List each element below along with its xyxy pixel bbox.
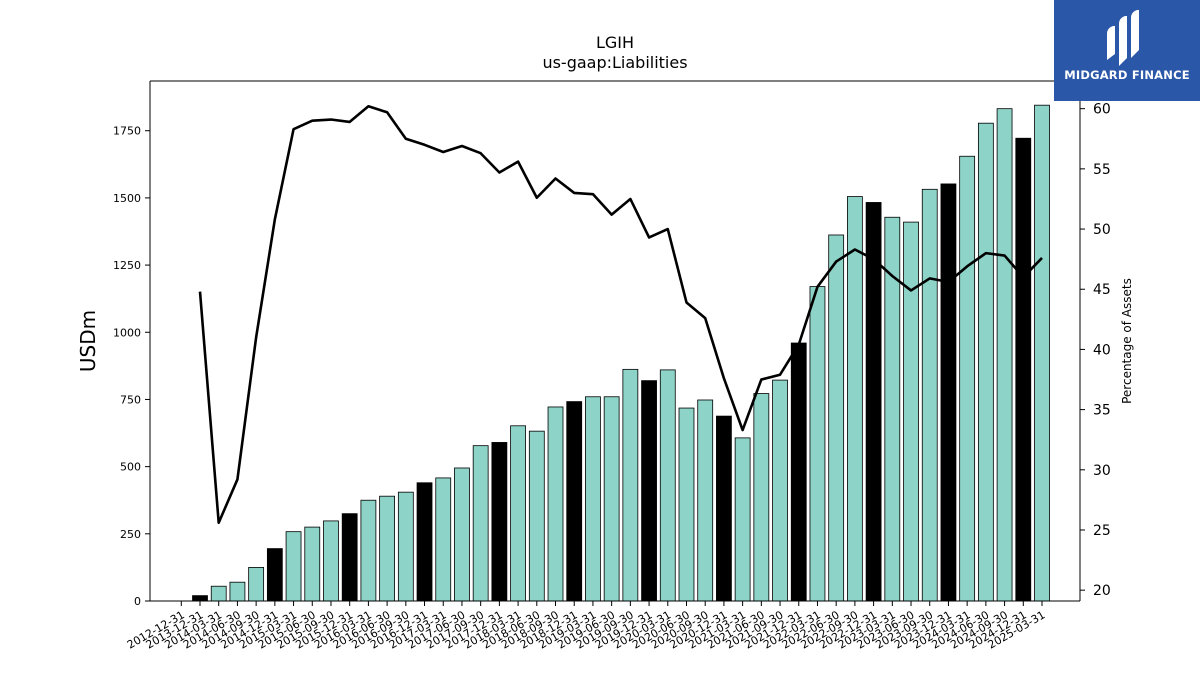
bar-2020-06-30 — [678, 407, 695, 602]
bar-2016-12-31 — [416, 482, 433, 602]
bar-2014-09-30 — [248, 567, 265, 602]
bar-2025-03-31 — [1034, 104, 1050, 602]
y2-tick-label-50: 50 — [1093, 222, 1111, 238]
y2-tick-label-30: 30 — [1093, 463, 1111, 479]
y2-tick-label-60: 60 — [1093, 102, 1111, 118]
y2-tick-label-35: 35 — [1093, 403, 1111, 419]
bar-2021-06-30 — [753, 393, 770, 602]
bar-2021-09-30 — [772, 379, 788, 602]
y2-tick-label-55: 55 — [1093, 162, 1111, 178]
y-tick-label-1000: 1000 — [113, 326, 141, 339]
y-tick-label-1750: 1750 — [113, 125, 141, 138]
bar-2019-06-30 — [603, 396, 620, 602]
bar-2019-12-31 — [641, 380, 657, 602]
bar-2021-12-31 — [790, 342, 807, 602]
bar-2023-09-30 — [921, 188, 938, 602]
y2-tick-label-45: 45 — [1093, 282, 1111, 298]
bar-2017-03-31 — [435, 477, 452, 602]
bar-2024-12-31 — [1015, 137, 1032, 602]
bar-2022-09-30 — [847, 196, 863, 602]
bar-2015-06-30 — [304, 526, 321, 602]
bar-2024-03-31 — [959, 155, 976, 602]
y-tick-label-0: 0 — [134, 595, 141, 608]
y-tick-label-500: 500 — [120, 461, 141, 474]
bar-2023-12-31 — [940, 183, 957, 602]
bar-2024-06-30 — [977, 122, 994, 602]
brand-name: MIDGARD FINANCE — [1064, 68, 1190, 82]
bar-2017-06-30 — [454, 467, 470, 602]
midgard-logo-icon — [1107, 10, 1139, 66]
bar-2015-09-30 — [323, 520, 339, 602]
y-tick-label-1250: 1250 — [113, 259, 141, 272]
y-tick-label-750: 750 — [120, 393, 141, 406]
y-axis-label: USDm — [76, 310, 100, 372]
y2-tick-label-25: 25 — [1093, 523, 1111, 539]
y-tick-label-1500: 1500 — [113, 192, 141, 205]
bar-2019-09-30 — [622, 368, 639, 602]
bar-2019-03-31 — [585, 396, 601, 602]
bar-2018-03-31 — [510, 425, 526, 602]
percentage-of-assets-line — [198, 104, 1043, 525]
y2-axis-label: Percentage of Assets — [1120, 278, 1134, 404]
bar-2013-12-31 — [192, 595, 208, 602]
y-tick-label-250: 250 — [120, 528, 141, 541]
bar-2020-03-31 — [659, 369, 676, 602]
bar-2014-06-30 — [229, 581, 246, 602]
bar-2023-06-30 — [903, 221, 919, 602]
bar-2017-12-31 — [491, 442, 508, 602]
bar-2017-09-30 — [472, 445, 489, 602]
chart-title: LGIH — [595, 33, 635, 52]
bar-2021-03-31 — [734, 437, 751, 602]
bar-2018-06-30 — [528, 430, 545, 602]
chart-subtitle: us-gaap:Liabilities — [542, 53, 688, 72]
bar-2022-06-30 — [828, 234, 845, 602]
bar-2016-03-31 — [360, 499, 377, 602]
bar-2015-03-31 — [285, 531, 302, 602]
bar-2015-12-31 — [341, 513, 358, 602]
bar-2018-09-30 — [547, 406, 564, 602]
bar-2020-09-30 — [697, 399, 714, 602]
bar-2014-03-31 — [210, 585, 227, 602]
y2-tick-label-20: 20 — [1093, 583, 1111, 599]
bar-2020-12-31 — [716, 415, 732, 602]
y2-tick-label-40: 40 — [1093, 342, 1111, 358]
bar-2022-03-31 — [809, 286, 826, 602]
bar-2024-09-30 — [996, 108, 1013, 602]
bar-2014-12-31 — [266, 548, 283, 602]
bar-2018-12-31 — [566, 401, 583, 602]
bar-2016-09-30 — [397, 491, 414, 602]
brand-logo: MIDGARD FINANCE — [1054, 0, 1200, 101]
bar-2016-06-30 — [379, 495, 396, 602]
